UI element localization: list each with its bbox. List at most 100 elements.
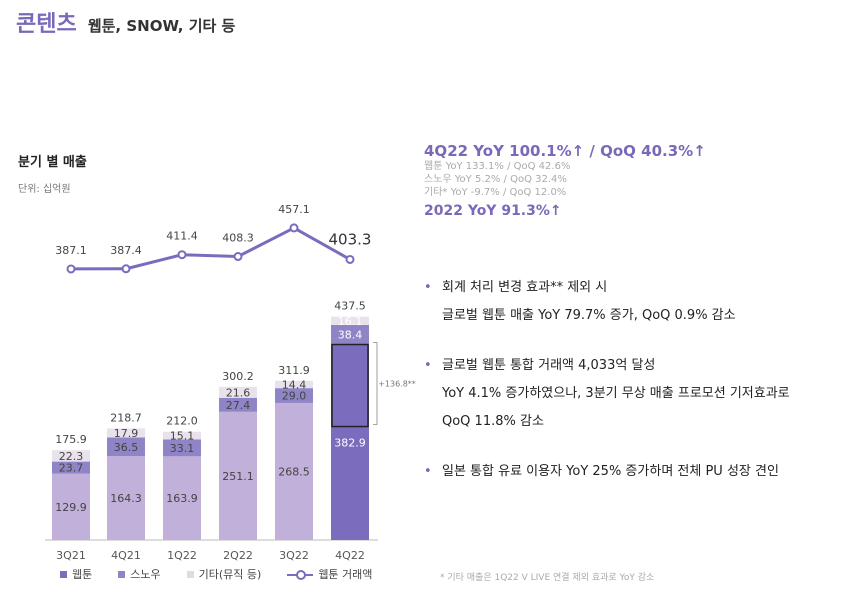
legend-other: 기타(뮤직 등) — [186, 566, 262, 582]
line-point — [121, 264, 131, 274]
bar-total-label: 212.0 — [166, 415, 198, 428]
bar-webtoon — [275, 402, 313, 540]
bar-label-webtoon: 251.1 — [222, 470, 254, 483]
bar-snow — [163, 439, 201, 457]
bar-total-label: 175.9 — [55, 433, 87, 446]
bullet-line: 글로벌 웹툰 통합 거래액 4,033억 달성 — [442, 358, 656, 373]
bullet-line: YoY 4.1% 증가하였으나, 3분기 무상 매출 프로모션 기저효과로 — [442, 386, 790, 401]
highlight-other: 기타* YoY -9.7% / QoQ 12.0% — [424, 187, 567, 198]
bar-snow — [275, 388, 313, 403]
bar-label-webtoon: 163.9 — [166, 492, 198, 505]
highlight-box — [331, 343, 369, 428]
legend-snow-label: 스노우 — [130, 568, 161, 581]
bar-other — [219, 386, 257, 398]
legend-snow-swatch — [118, 570, 126, 578]
bar-other — [163, 431, 201, 440]
line-value-label: 411.4 — [166, 230, 198, 243]
highlight-annual: 2022 YoY 91.3%↑ — [424, 203, 562, 219]
chart-unit: 단위: 십억원 — [18, 184, 71, 195]
line-webtoon-gmv — [70, 226, 351, 271]
line-point — [289, 223, 299, 233]
bar-label-other: 22.3 — [59, 450, 84, 463]
legend-line-label: 웹툰 거래액 — [318, 568, 373, 581]
bar-webtoon — [107, 456, 145, 540]
line-point — [233, 252, 243, 262]
bar-total-label: 300.2 — [222, 370, 254, 383]
chart-legend: 웹툰 스노우 기타(뮤직 등) 웹툰 거래액 — [60, 566, 372, 582]
bullet-line: 일본 통합 유료 이용자 YoY 25% 증가하며 전체 PU 성장 견인 — [442, 464, 779, 479]
x-tick-label: 4Q21 — [111, 549, 141, 562]
bar-label-snow: 33.1 — [170, 442, 195, 455]
legend-snow: 스노우 — [118, 566, 161, 582]
bar-label-webtoon: 268.5 — [278, 465, 310, 478]
bar-total-label: 311.9 — [278, 364, 310, 377]
bar-snow — [52, 461, 90, 474]
page-title: 콘텐츠 웹툰, SNOW, 기타 등 — [16, 6, 235, 38]
bar-other — [331, 316, 369, 325]
line-value-label: 408.3 — [222, 232, 254, 245]
x-tick-label: 3Q22 — [279, 549, 309, 562]
annotation-bracket — [373, 342, 378, 425]
bar-label-snow: 29.0 — [282, 390, 307, 403]
x-tick-label: 3Q21 — [56, 549, 86, 562]
legend-line: 웹툰 거래액 — [287, 566, 372, 582]
legend-line-swatch — [287, 569, 314, 580]
bar-webtoon — [219, 411, 257, 540]
bar-webtoon — [331, 344, 369, 540]
bar-snow — [107, 437, 145, 457]
bar-total-label: 437.5 — [334, 300, 366, 313]
bullet-dot: • — [424, 464, 432, 479]
bar-label-webtoon: 164.3 — [110, 492, 142, 505]
bullet-line: 글로벌 웹툰 매출 YoY 79.7% 증가, QoQ 0.9% 감소 — [442, 308, 736, 323]
x-tick-label: 1Q22 — [167, 549, 197, 562]
bar-webtoon — [52, 473, 90, 540]
legend-other-label: 기타(뮤직 등) — [198, 568, 262, 581]
bar-label-other: 16.1 — [338, 315, 363, 328]
bar-other — [107, 428, 145, 438]
bar-other — [52, 450, 90, 462]
bar-label-other: 14.4 — [282, 378, 307, 391]
bullet-dot: • — [424, 358, 432, 373]
bar-snow — [331, 324, 369, 345]
annotation-label: +136.8** — [378, 380, 416, 389]
highlight-snow: 스노우 YoY 5.2% / QoQ 32.4% — [424, 174, 567, 185]
bar-label-other: 21.6 — [226, 386, 251, 399]
bar-label-snow: 36.5 — [114, 441, 139, 454]
legend-webtoon-swatch — [60, 570, 67, 578]
legend-webtoon: 웹툰 — [60, 566, 92, 582]
x-tick-label: 4Q22 — [335, 549, 365, 562]
bar-label-other: 17.9 — [114, 427, 139, 440]
page-title-sub: 웹툰, SNOW, 기타 등 — [87, 17, 236, 35]
bullet-line: QoQ 11.8% 감소 — [442, 414, 544, 429]
x-tick-label: 2Q22 — [223, 549, 253, 562]
bar-webtoon — [163, 456, 201, 540]
bar-label-snow: 27.4 — [226, 399, 251, 412]
page-title-main: 콘텐츠 — [16, 12, 77, 37]
line-value-label: 457.1 — [278, 203, 310, 216]
highlights-panel: 4Q22 YoY 100.1%↑ / QoQ 40.3%↑ 웹툰 YoY 133… — [424, 142, 854, 219]
line-value-label: 387.1 — [55, 244, 87, 257]
highlight-main: 4Q22 YoY 100.1%↑ / QoQ 40.3%↑ — [424, 142, 706, 160]
bullet-dot: • — [424, 280, 432, 295]
bar-label-webtoon: 382.9 — [334, 436, 366, 449]
line-value-label: 403.3 — [329, 230, 372, 248]
highlight-webtoon: 웹툰 YoY 133.1% / QoQ 42.6% — [424, 161, 571, 172]
bar-label-snow: 38.4 — [338, 329, 363, 342]
bar-total-label: 218.7 — [110, 411, 142, 424]
chart-title: 분기 별 매출 — [18, 155, 87, 170]
line-value-label: 387.4 — [110, 244, 142, 257]
bullet-list: • 회계 처리 변경 효과** 제외 시 글로벌 웹툰 매출 YoY 79.7%… — [424, 274, 854, 508]
line-point — [177, 250, 187, 260]
bar-label-other: 15.1 — [170, 430, 195, 443]
line-point — [66, 264, 76, 274]
bar-label-webtoon: 129.9 — [55, 501, 87, 514]
revenue-chart: 129.9 23.722.3 175.9 3Q21 164.3 36.517.9 218.7… — [45, 203, 416, 562]
bar-label-snow: 23.7 — [59, 462, 84, 475]
bullet-item: • 글로벌 웹툰 통합 거래액 4,033억 달성 YoY 4.1% 증가하였으… — [424, 352, 854, 436]
line-point — [345, 254, 355, 264]
legend-other-swatch — [186, 570, 194, 578]
footnote: * 기타 매출은 1Q22 V LIVE 연결 제외 효과로 YoY 감소 — [440, 573, 655, 583]
bullet-line: 회계 처리 변경 효과** 제외 시 — [442, 280, 608, 295]
bullet-item: • 회계 처리 변경 효과** 제외 시 글로벌 웹툰 매출 YoY 79.7%… — [424, 274, 854, 330]
legend-webtoon-label: 웹툰 — [72, 568, 93, 581]
